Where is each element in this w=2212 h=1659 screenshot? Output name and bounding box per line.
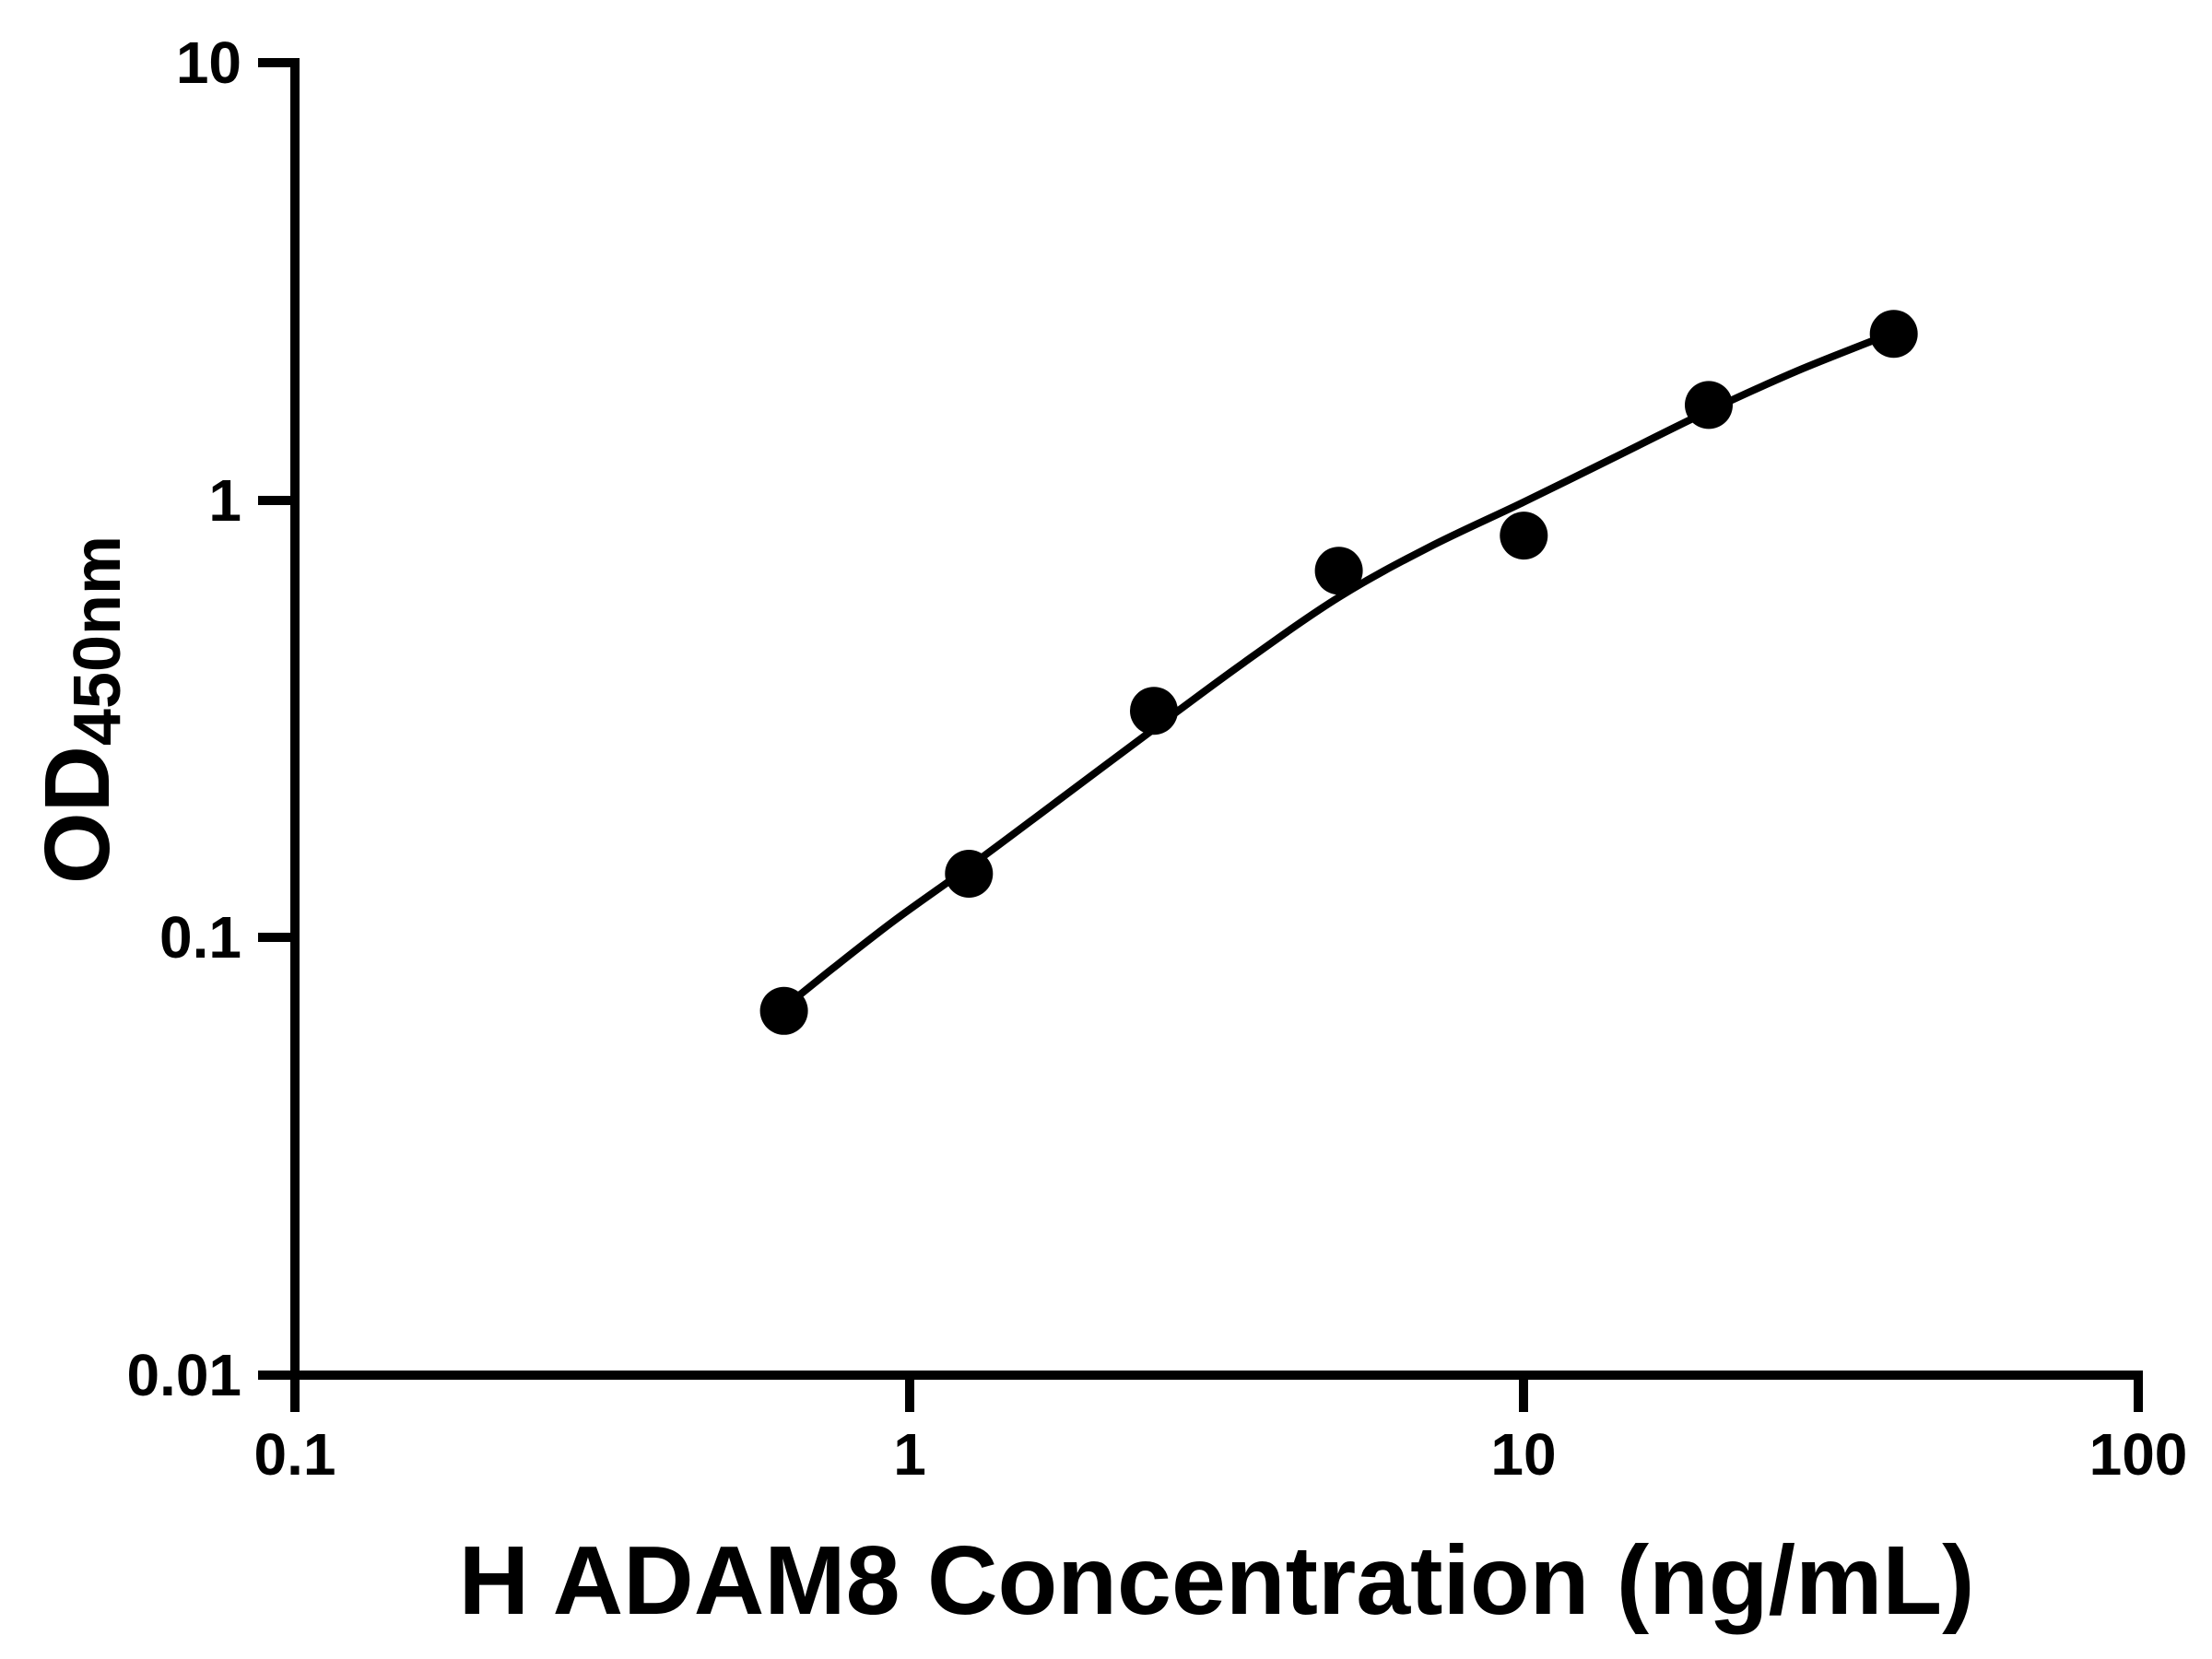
y-axis-title: OD450nm xyxy=(26,535,135,884)
y-axis-title-sub: 450nm xyxy=(60,535,135,747)
y-axis-tick-label: 0.1 xyxy=(159,904,241,971)
x-axis-tick-label: 100 xyxy=(2089,1421,2188,1488)
y-axis-title-main: OD xyxy=(26,746,130,885)
y-axis-tick-label: 1 xyxy=(208,467,241,534)
data-point xyxy=(1685,381,1733,429)
x-axis-title: H ADAM8 Concentration (ng/mL) xyxy=(458,1526,1975,1635)
x-axis-tick-label: 1 xyxy=(893,1421,926,1488)
fit-curve xyxy=(771,326,1902,1020)
data-point xyxy=(1500,512,1548,560)
x-axis-tick-label: 10 xyxy=(1490,1421,1556,1488)
data-point xyxy=(759,986,808,1035)
data-point xyxy=(945,850,994,898)
x-axis-tick-label: 0.1 xyxy=(254,1421,336,1488)
y-axis-tick-label: 10 xyxy=(176,29,241,96)
data-point xyxy=(1314,547,1363,595)
data-point xyxy=(1130,687,1178,735)
y-axis-tick-label: 0.01 xyxy=(126,1342,241,1408)
axes xyxy=(290,58,2143,1380)
data-point xyxy=(1869,310,1918,359)
